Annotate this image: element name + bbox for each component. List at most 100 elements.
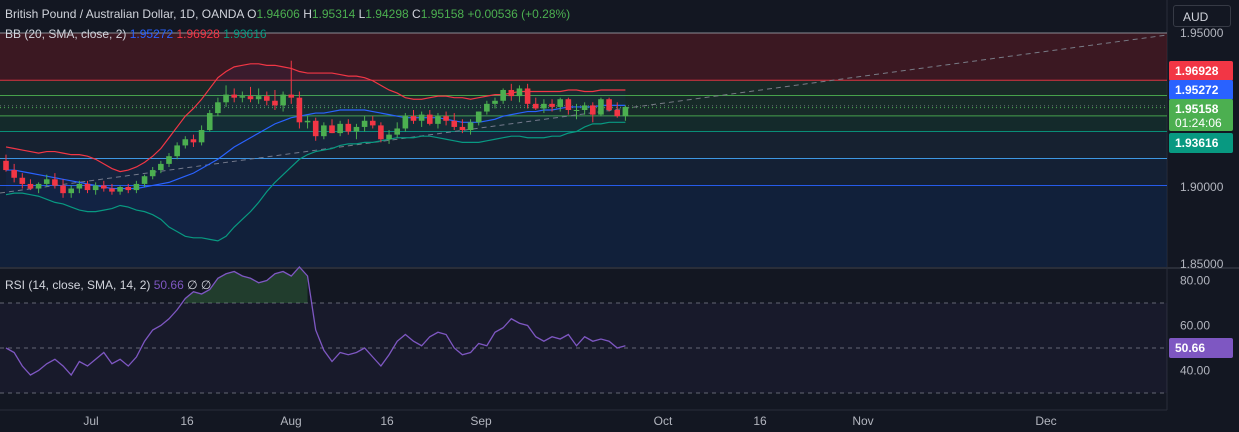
- candle: [378, 125, 384, 140]
- candle: [239, 96, 246, 98]
- level-zone: [0, 185, 1167, 267]
- rsi-legend[interactable]: RSI (14, close, SMA, 14, 2) 50.66 ∅ ∅: [5, 278, 211, 292]
- bb-upper-badge: 1.96928: [1169, 61, 1233, 81]
- bb-upper-value: 1.96928: [176, 27, 220, 41]
- candle: [484, 103, 490, 112]
- candle: [272, 100, 278, 106]
- candle: [125, 187, 132, 191]
- candle: [264, 96, 270, 101]
- high-value: 1.95314: [311, 7, 356, 21]
- candle: [467, 122, 474, 131]
- rsi-tick-label: 80.00: [1180, 274, 1210, 288]
- candle: [321, 125, 327, 137]
- candle: [19, 177, 26, 184]
- candle: [459, 126, 466, 131]
- time-tick-label: Jul: [83, 414, 98, 428]
- close-price-value: 1.95158: [1175, 102, 1219, 116]
- candle: [141, 176, 148, 184]
- close-value: 1.95158: [420, 7, 465, 21]
- time-tick-label: Nov: [852, 414, 873, 428]
- bb-basis-line: [6, 104, 626, 190]
- rsi-overbought-fill: [185, 267, 308, 303]
- candle: [345, 123, 352, 132]
- candle: [427, 114, 433, 124]
- bb-lower-line: [5, 121, 626, 242]
- candle: [231, 94, 237, 98]
- candle: [337, 123, 343, 134]
- candle: [581, 105, 588, 110]
- close-label: C: [412, 7, 421, 21]
- candle: [190, 139, 197, 143]
- candle: [60, 185, 66, 194]
- candle: [329, 125, 335, 134]
- candle: [500, 89, 506, 101]
- candle: [3, 160, 9, 171]
- time-tick-label: 16: [753, 414, 767, 428]
- candle: [410, 116, 417, 121]
- candle: [614, 110, 621, 117]
- candle: [516, 88, 523, 97]
- candle: [606, 99, 612, 110]
- candle: [247, 96, 254, 100]
- candle: [296, 97, 303, 123]
- candle: [541, 103, 547, 109]
- candle: [149, 170, 156, 177]
- candle: [475, 111, 482, 123]
- bb-basis-badge: 1.95272: [1169, 80, 1233, 100]
- candle: [573, 110, 580, 111]
- candle: [76, 183, 83, 189]
- candle: [532, 103, 539, 109]
- candle: [394, 128, 400, 135]
- candle: [492, 100, 498, 104]
- candle: [361, 120, 368, 127]
- rsi-band-fill: [0, 303, 1167, 393]
- rsi-tick-label: 40.00: [1180, 364, 1210, 378]
- open-label: O: [247, 7, 257, 21]
- candle: [206, 113, 213, 131]
- price-tick-label: 1.95000: [1180, 26, 1224, 40]
- bb-lower-badge: 1.93616: [1169, 133, 1233, 153]
- candle: [304, 120, 311, 123]
- candle: [312, 120, 319, 137]
- currency-button[interactable]: AUD: [1173, 5, 1231, 27]
- time-tick-label: Aug: [280, 414, 301, 428]
- candle: [622, 106, 629, 117]
- candle: [198, 130, 205, 143]
- candle: [117, 187, 123, 192]
- candle: [101, 185, 107, 189]
- level-zone: [0, 33, 1167, 81]
- change-value: +0.00536 (+0.28%): [467, 7, 571, 21]
- rsi-tick-label: 60.00: [1180, 319, 1210, 333]
- close-price-badge: 1.95158 01:24:06: [1169, 99, 1233, 131]
- candle: [11, 170, 17, 178]
- candle: [549, 103, 555, 107]
- time-tick-label: 16: [380, 414, 394, 428]
- candle: [52, 179, 58, 186]
- candle: [402, 116, 409, 129]
- trend-line: [0, 34, 1168, 194]
- bb-basis-value: 1.95272: [129, 27, 174, 41]
- low-label: L: [358, 7, 366, 21]
- candle: [133, 183, 140, 191]
- bb-legend[interactable]: BB (20, SMA, close, 2) 1.95272 1.96928 1…: [5, 27, 267, 41]
- rsi-label: RSI (14, close, SMA, 14, 2): [5, 278, 151, 292]
- candle: [590, 105, 596, 115]
- candle: [288, 94, 295, 98]
- time-tick-label: Sep: [470, 414, 492, 428]
- open-value: 1.94606: [256, 7, 300, 21]
- candle: [369, 120, 376, 126]
- candle: [508, 89, 515, 97]
- candle: [109, 188, 115, 192]
- candle: [443, 116, 449, 121]
- time-tick-label: Dec: [1035, 414, 1056, 428]
- rsi-line: [5, 266, 626, 377]
- low-value: 1.94298: [365, 7, 409, 21]
- bb-lower-value: 1.93616: [223, 27, 267, 41]
- candle: [166, 156, 172, 164]
- time-tick-label: Oct: [654, 414, 673, 428]
- candle: [557, 99, 563, 107]
- candle: [84, 183, 91, 191]
- candle: [524, 88, 531, 104]
- candle: [435, 116, 441, 124]
